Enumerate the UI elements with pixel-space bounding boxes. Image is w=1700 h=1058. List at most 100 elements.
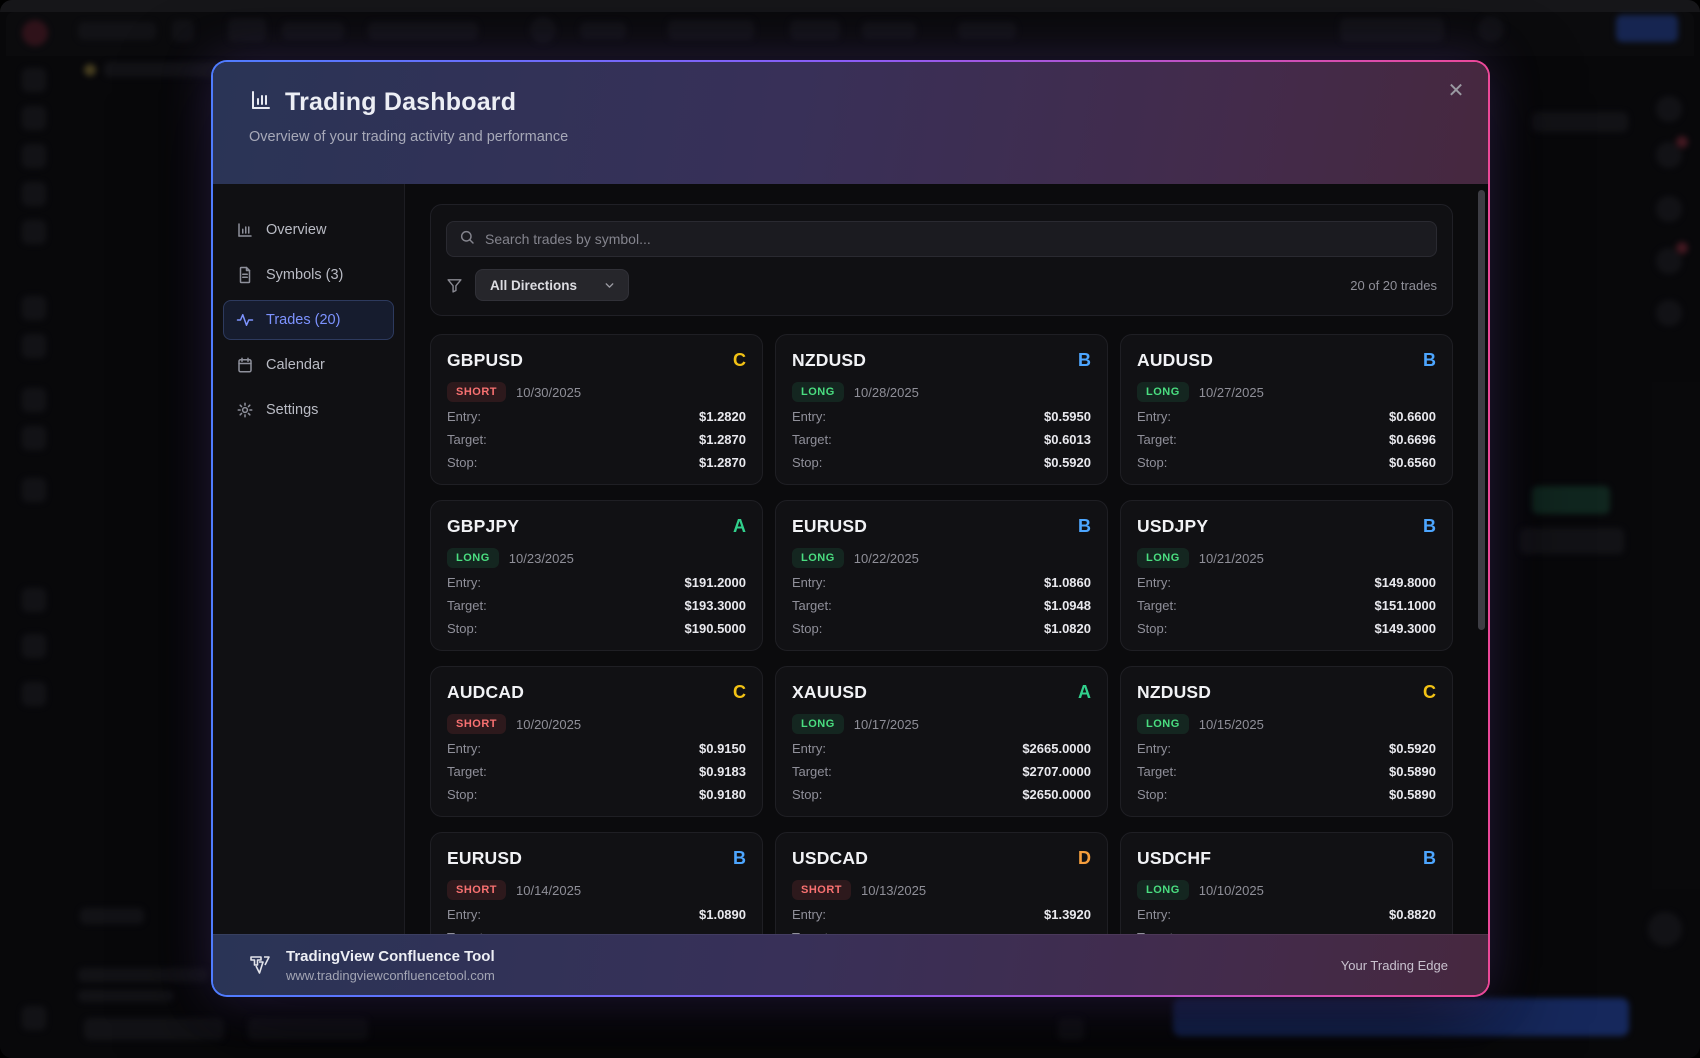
target-label: Target: bbox=[1137, 598, 1177, 613]
trade-card[interactable]: USDCHF B LONG 10/10/2025 Entry: $0.8820 T… bbox=[1120, 832, 1453, 934]
trade-card[interactable]: XAUUSD A LONG 10/17/2025 Entry: $2665.000… bbox=[775, 666, 1108, 817]
entry-value: $1.0890 bbox=[699, 907, 746, 922]
trade-symbol: EURUSD bbox=[792, 516, 868, 536]
sidebar-item-settings[interactable]: Settings bbox=[223, 390, 394, 430]
entry-label: Entry: bbox=[792, 907, 826, 922]
modal-sidebar: Overview Symbols (3) Trades (20) Calenda… bbox=[213, 184, 405, 934]
target-label: Target: bbox=[792, 930, 832, 934]
trade-date: 10/23/2025 bbox=[508, 550, 574, 566]
stop-label: Stop: bbox=[447, 787, 478, 802]
entry-row: Entry: $2665.0000 bbox=[792, 741, 1091, 757]
entry-value: $0.5950 bbox=[1044, 409, 1091, 424]
trade-grade-badge: B bbox=[733, 848, 746, 868]
sidebar-item-calendar[interactable]: Calendar bbox=[223, 345, 394, 385]
entry-label: Entry: bbox=[1137, 907, 1171, 922]
target-row: Target: $151.1000 bbox=[1137, 598, 1436, 614]
entry-row: Entry: $149.8000 bbox=[1137, 575, 1436, 591]
trade-grade-badge: A bbox=[1078, 682, 1091, 702]
direction-badge: SHORT bbox=[447, 382, 506, 402]
trade-date: 10/28/2025 bbox=[853, 384, 919, 400]
trade-card[interactable]: NZDUSD C LONG 10/15/2025 Entry: $0.5920 T… bbox=[1120, 666, 1453, 817]
trade-symbol: USDCHF bbox=[1137, 848, 1212, 868]
trade-card[interactable]: NZDUSD B LONG 10/28/2025 Entry: $0.5950 T… bbox=[775, 334, 1108, 485]
target-row: Target: $0.5890 bbox=[1137, 764, 1436, 780]
entry-row: Entry: $0.5950 bbox=[792, 409, 1091, 425]
trades-grid: GBPUSD C SHORT 10/30/2025 Entry: $1.2820 … bbox=[430, 334, 1453, 934]
modal-title: Trading Dashboard bbox=[285, 88, 517, 116]
trade-card[interactable]: AUDUSD B LONG 10/27/2025 Entry: $0.6600 T… bbox=[1120, 334, 1453, 485]
trade-symbol: USDCAD bbox=[792, 848, 869, 868]
gear-icon bbox=[236, 401, 254, 419]
close-button[interactable]: ✕ bbox=[1442, 76, 1470, 104]
sidebar-item-overview[interactable]: Overview bbox=[223, 210, 394, 250]
target-value: $1.0948 bbox=[1044, 598, 1091, 613]
direction-badge: LONG bbox=[792, 382, 844, 402]
trade-card[interactable]: GBPJPY A LONG 10/23/2025 Entry: $191.2000… bbox=[430, 500, 763, 651]
entry-value: $1.2820 bbox=[699, 409, 746, 424]
trade-card[interactable]: EURUSD B SHORT 10/14/2025 Entry: $1.0890 … bbox=[430, 832, 763, 934]
target-label: Target: bbox=[447, 598, 487, 613]
trade-grade-badge: D bbox=[1078, 848, 1091, 868]
search-input[interactable] bbox=[485, 231, 1424, 247]
target-value: $2707.0000 bbox=[1022, 764, 1091, 779]
target-row: Target: $0.6696 bbox=[1137, 432, 1436, 448]
stop-value: $190.5000 bbox=[684, 621, 746, 636]
target-label: Target: bbox=[792, 764, 832, 779]
target-row: Target: $1.2870 bbox=[447, 432, 746, 448]
trade-grade-badge: C bbox=[733, 350, 746, 370]
trade-grade-badge: B bbox=[1078, 516, 1091, 536]
footer-tagline: Your Trading Edge bbox=[1340, 957, 1448, 973]
trade-card[interactable]: EURUSD B LONG 10/22/2025 Entry: $1.0860 T… bbox=[775, 500, 1108, 651]
entry-label: Entry: bbox=[447, 741, 481, 756]
modal-main: All Directions 20 of 20 trades bbox=[405, 184, 1488, 934]
chevron-down-icon bbox=[603, 279, 616, 292]
stop-label: Stop: bbox=[1137, 787, 1168, 802]
trade-card[interactable]: USDJPY B LONG 10/21/2025 Entry: $149.8000… bbox=[1120, 500, 1453, 651]
sidebar-item-symbols-3[interactable]: Symbols (3) bbox=[223, 255, 394, 295]
entry-row: Entry: $1.3920 bbox=[792, 907, 1091, 923]
direction-filter-value: All Directions bbox=[490, 277, 578, 293]
search-box[interactable] bbox=[446, 221, 1437, 257]
target-label: Target: bbox=[792, 432, 832, 447]
target-row: Target: $193.3000 bbox=[447, 598, 746, 614]
direction-badge: LONG bbox=[1137, 880, 1189, 900]
brand-url: www.tradingviewconfluencetool.com bbox=[286, 967, 495, 983]
trade-card[interactable]: GBPUSD C SHORT 10/30/2025 Entry: $1.2820 … bbox=[430, 334, 763, 485]
sidebar-item-trades-20[interactable]: Trades (20) bbox=[223, 300, 394, 340]
entry-label: Entry: bbox=[447, 409, 481, 424]
direction-filter-dropdown[interactable]: All Directions bbox=[475, 269, 630, 301]
entry-label: Entry: bbox=[792, 409, 826, 424]
trade-symbol: AUDCAD bbox=[447, 682, 525, 702]
filter-funnel-icon bbox=[446, 277, 463, 294]
entry-row: Entry: $1.0860 bbox=[792, 575, 1091, 591]
entry-value: $1.3920 bbox=[1044, 907, 1091, 922]
trade-card[interactable]: USDCAD D SHORT 10/13/2025 Entry: $1.3920 … bbox=[775, 832, 1108, 934]
trade-count: 20 of 20 trades bbox=[1350, 277, 1437, 293]
trade-symbol: XAUUSD bbox=[792, 682, 868, 702]
target-row: Target: bbox=[792, 930, 1091, 934]
trade-card[interactable]: AUDCAD C SHORT 10/20/2025 Entry: $0.9150 … bbox=[430, 666, 763, 817]
scrollbar-thumb[interactable] bbox=[1478, 190, 1485, 630]
target-label: Target: bbox=[1137, 930, 1177, 934]
trade-date: 10/20/2025 bbox=[516, 716, 582, 732]
target-row: Target: bbox=[1137, 930, 1436, 934]
target-value: $0.9183 bbox=[699, 764, 746, 779]
trade-symbol: EURUSD bbox=[447, 848, 523, 868]
trading-dashboard-modal: Trading Dashboard Overview of your tradi… bbox=[211, 60, 1490, 997]
target-row: Target: $0.6013 bbox=[792, 432, 1091, 448]
sidebar-item-label: Settings bbox=[266, 402, 319, 418]
bar-chart-icon bbox=[236, 221, 254, 239]
entry-label: Entry: bbox=[792, 575, 826, 590]
trade-symbol: NZDUSD bbox=[1137, 682, 1212, 702]
target-label: Target: bbox=[1137, 764, 1177, 779]
target-label: Target: bbox=[792, 598, 832, 613]
target-row: Target: bbox=[447, 930, 746, 934]
target-row: Target: $1.0948 bbox=[792, 598, 1091, 614]
stop-label: Stop: bbox=[792, 621, 823, 636]
stop-row: Stop: $0.9180 bbox=[447, 787, 746, 803]
trade-grade-badge: C bbox=[1423, 682, 1436, 702]
modal-header: Trading Dashboard Overview of your tradi… bbox=[213, 62, 1488, 184]
entry-label: Entry: bbox=[1137, 741, 1171, 756]
trade-date: 10/17/2025 bbox=[853, 716, 919, 732]
